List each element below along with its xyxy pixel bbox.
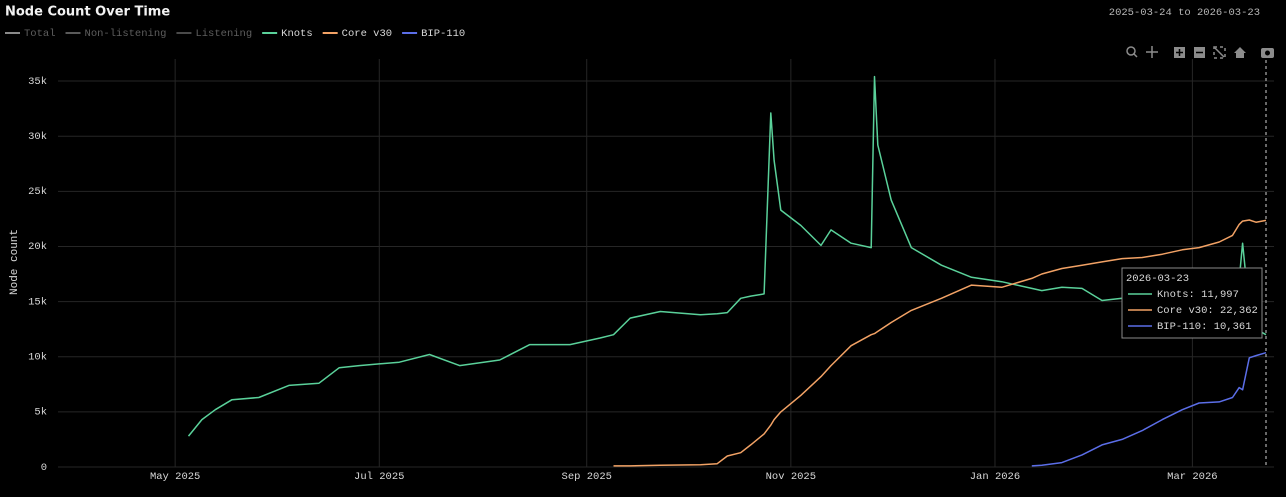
- pan-button[interactable]: [1146, 46, 1158, 58]
- chart-title: Node Count Over Time: [5, 5, 170, 20]
- zoom-out-button[interactable]: [1194, 47, 1205, 58]
- tooltip-line: Knots: 11,997: [1157, 289, 1239, 301]
- y-axis-label: Node count: [9, 229, 21, 295]
- y-tick-label: 0: [41, 462, 47, 474]
- y-tick-label: 30k: [28, 131, 47, 143]
- plot-lines: [187, 75, 1267, 467]
- zoom-button[interactable]: [1126, 46, 1138, 58]
- y-tick-label: 5k: [34, 407, 47, 419]
- zoom-in-button[interactable]: [1174, 47, 1185, 58]
- legend-label: Listening: [195, 28, 252, 40]
- x-tick-label: Nov 2025: [766, 471, 816, 483]
- y-tick-label: 25k: [28, 186, 47, 198]
- x-tick-label: Jul 2025: [354, 471, 404, 483]
- legend-label: Knots: [281, 28, 313, 40]
- y-tick-label: 15k: [28, 296, 47, 308]
- reset-button[interactable]: [1234, 47, 1246, 58]
- tooltip-title: 2026-03-23: [1126, 273, 1189, 285]
- x-tick-label: Jan 2026: [970, 471, 1020, 483]
- legend: Total Non-listening Listening Knots Core v30…: [5, 28, 465, 40]
- grid: 0 5k 10k 15k 20k 25k 30k 35k May 2025 Jul 2025 Sep…: [28, 59, 1274, 483]
- x-tick-label: Mar 2026: [1167, 471, 1217, 483]
- legend-label: BIP-110: [421, 28, 465, 40]
- date-range: 2025-03-24 to 2026-03-23: [1109, 7, 1260, 19]
- y-tick-label: 20k: [28, 241, 47, 253]
- series-line: [187, 75, 1267, 437]
- x-tick-label: May 2025: [150, 471, 200, 483]
- series-line: [1031, 351, 1267, 467]
- y-tick-label: 10k: [28, 352, 47, 364]
- series-line: [613, 219, 1267, 467]
- legend-label: Total: [24, 28, 56, 40]
- legend-label: Non-listening: [85, 28, 167, 40]
- autoscale-button[interactable]: [1213, 46, 1226, 59]
- x-tick-label: Sep 2025: [562, 471, 612, 483]
- legend-label: Core v30: [342, 28, 392, 40]
- snapshot-button[interactable]: [1261, 48, 1274, 58]
- modebar[interactable]: [1126, 46, 1274, 59]
- tooltip: 2026-03-23 Knots: 11,997 Core v30: 22,362…: [1121, 267, 1263, 339]
- y-tick-label: 35k: [28, 76, 47, 88]
- tooltip-line: BIP-110: 10,361: [1157, 321, 1252, 333]
- tooltip-line: Core v30: 22,362: [1157, 305, 1258, 317]
